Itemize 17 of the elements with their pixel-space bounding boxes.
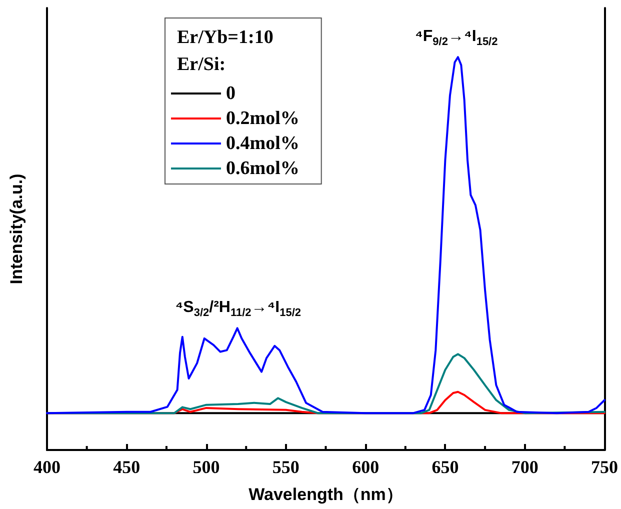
legend-label: 0	[226, 83, 236, 104]
legend-label: 0.4mol%	[226, 133, 300, 154]
legend-label: 0.2mol%	[226, 108, 300, 129]
y-axis-title: Intensity(a.u.)	[7, 174, 26, 284]
x-axis-title: Wavelength（nm）	[248, 485, 403, 504]
x-tick-label: 450	[113, 457, 140, 477]
x-tick-label: 650	[432, 457, 459, 477]
x-tick-label: 500	[192, 457, 220, 477]
x-tick-label: 400	[34, 457, 60, 477]
x-tick-label: 750	[591, 457, 618, 477]
annotation: ⁴S$_{3/2}$/²H$_{11/2}$→⁴I$_{15/2}$	[175, 299, 302, 322]
legend-label: 0.6mol%	[226, 158, 300, 179]
x-tick-label: 550	[272, 457, 300, 477]
x-tick-label: 700	[511, 457, 538, 477]
legend-title: Er/Yb=1:10 Er/Si:	[177, 27, 274, 75]
x-tick-label: 600	[352, 457, 380, 477]
annotation: ⁴F$_{9/2}$→⁴I$_{15/2}$	[414, 28, 498, 50]
